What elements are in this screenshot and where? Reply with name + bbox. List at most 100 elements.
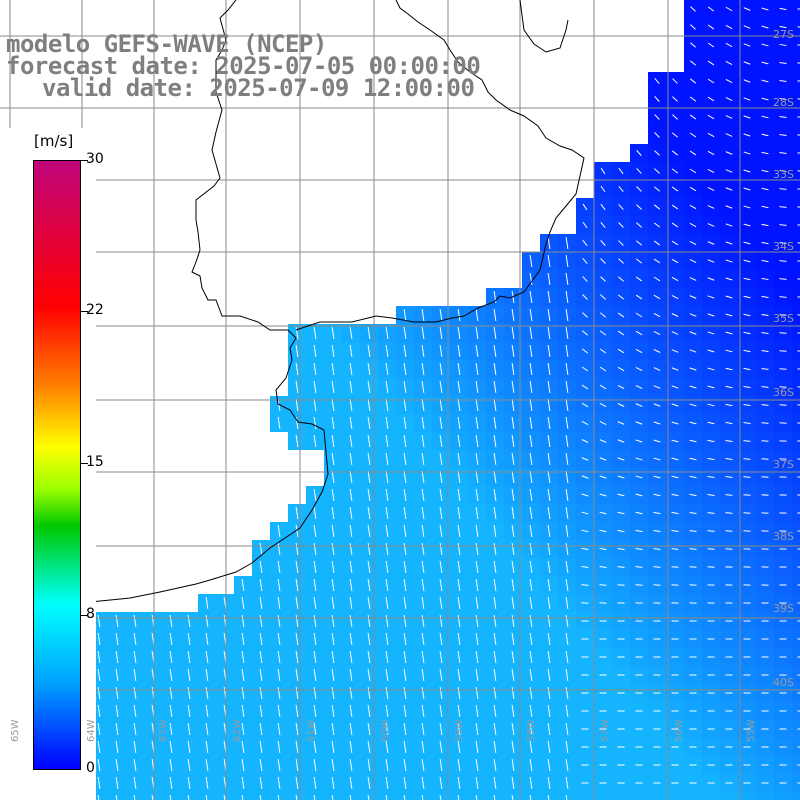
colorbar-tick (80, 615, 88, 616)
wind-speed-cell (540, 792, 558, 800)
wind-arrow (707, 331, 715, 335)
wind-arrow (421, 758, 425, 772)
wind-arrow (385, 326, 389, 340)
wind-arrow (653, 566, 661, 568)
wind-arrow (259, 632, 263, 646)
wind-arrow (313, 524, 317, 538)
wind-speed-cell (702, 792, 720, 800)
wind-arrow (115, 722, 119, 736)
wind-speed-cell (684, 792, 702, 800)
wind-arrow (313, 506, 317, 520)
wind-speed-cell (774, 792, 792, 800)
wind-arrow (635, 312, 643, 318)
wind-arrow (599, 402, 607, 408)
wind-speed-cell (792, 288, 800, 306)
wind-arrow (725, 42, 733, 48)
lon-label: 59W (454, 719, 465, 742)
wind-arrow (457, 560, 461, 574)
wind-arrow (779, 97, 787, 101)
wind-arrow (511, 542, 515, 556)
wind-arrow (743, 349, 751, 353)
wind-arrow (599, 439, 607, 443)
wind-arrow (779, 206, 787, 208)
wind-arrow (439, 758, 443, 772)
wind-arrow (349, 434, 353, 448)
wind-arrow (295, 344, 299, 358)
wind-arrow (493, 398, 497, 412)
wind-arrow (385, 398, 389, 412)
wind-arrow (97, 758, 101, 772)
wind-arrow (582, 330, 588, 336)
wind-arrow (367, 542, 371, 556)
wind-speed-cell (126, 792, 144, 800)
wind-arrow (565, 506, 569, 520)
wind-arrow (367, 434, 371, 448)
wind-arrow (511, 614, 515, 628)
wind-arrow (547, 758, 551, 772)
wind-arrow (743, 512, 751, 514)
wind-arrow (671, 150, 679, 156)
wind-arrow (779, 188, 787, 190)
wind-speed-cell (792, 270, 800, 288)
wind-arrow (529, 416, 533, 430)
wind-arrow (511, 704, 515, 718)
wind-arrow (511, 524, 515, 538)
wind-arrow (565, 578, 569, 592)
wind-arrow (617, 457, 625, 461)
wind-arrow (475, 560, 479, 574)
wind-arrow (635, 584, 643, 586)
wind-arrow (653, 349, 661, 353)
wind-arrow (511, 326, 515, 340)
wind-arrow (349, 488, 353, 502)
wind-arrow (115, 704, 119, 718)
wind-arrow (403, 740, 407, 754)
wind-arrow (618, 240, 624, 246)
wind-arrow (635, 548, 643, 550)
wind-speed-cell (432, 792, 450, 800)
wind-arrow (403, 524, 407, 538)
wind-arrow (349, 506, 353, 520)
wind-arrow (385, 668, 389, 682)
wind-arrow (707, 42, 715, 48)
wind-arrow (493, 758, 497, 772)
wind-arrow (761, 79, 769, 83)
wind-arrow (169, 704, 173, 718)
wind-arrow (529, 704, 533, 718)
wind-arrow (493, 740, 497, 754)
lon-label: 56W (674, 719, 685, 742)
wind-arrow (133, 794, 136, 800)
wind-arrow (725, 6, 733, 12)
wind-arrow (493, 704, 497, 718)
wind-arrow (707, 548, 715, 550)
wind-arrow (581, 529, 589, 533)
wind-arrow (689, 548, 697, 550)
wind-arrow (547, 488, 551, 502)
wind-arrow (385, 650, 389, 664)
wind-arrow (725, 78, 733, 84)
wind-arrow (403, 362, 407, 376)
wind-arrow (725, 205, 733, 209)
wind-arrow (115, 776, 119, 790)
wind-arrow (529, 740, 533, 754)
wind-arrow (743, 476, 751, 478)
wind-arrow (403, 704, 407, 718)
wind-speed-cell (792, 54, 800, 72)
wind-arrow (547, 686, 551, 700)
wind-arrow (599, 457, 607, 461)
wind-arrow (313, 614, 317, 628)
wind-arrow (295, 758, 299, 772)
wind-arrow (475, 434, 479, 448)
wind-arrow (187, 686, 191, 700)
wind-arrow (600, 203, 606, 211)
wind-arrow (761, 151, 769, 155)
wind-arrow (779, 278, 787, 280)
wind-arrow (600, 185, 606, 193)
wind-arrow (493, 506, 497, 520)
wind-arrow (653, 493, 661, 497)
wind-speed-cell (648, 792, 666, 800)
wind-arrow (671, 294, 679, 300)
wind-arrow (635, 475, 643, 479)
wind-arrow (635, 366, 643, 372)
wind-speed-cell (414, 792, 432, 800)
wind-arrow (743, 422, 751, 424)
